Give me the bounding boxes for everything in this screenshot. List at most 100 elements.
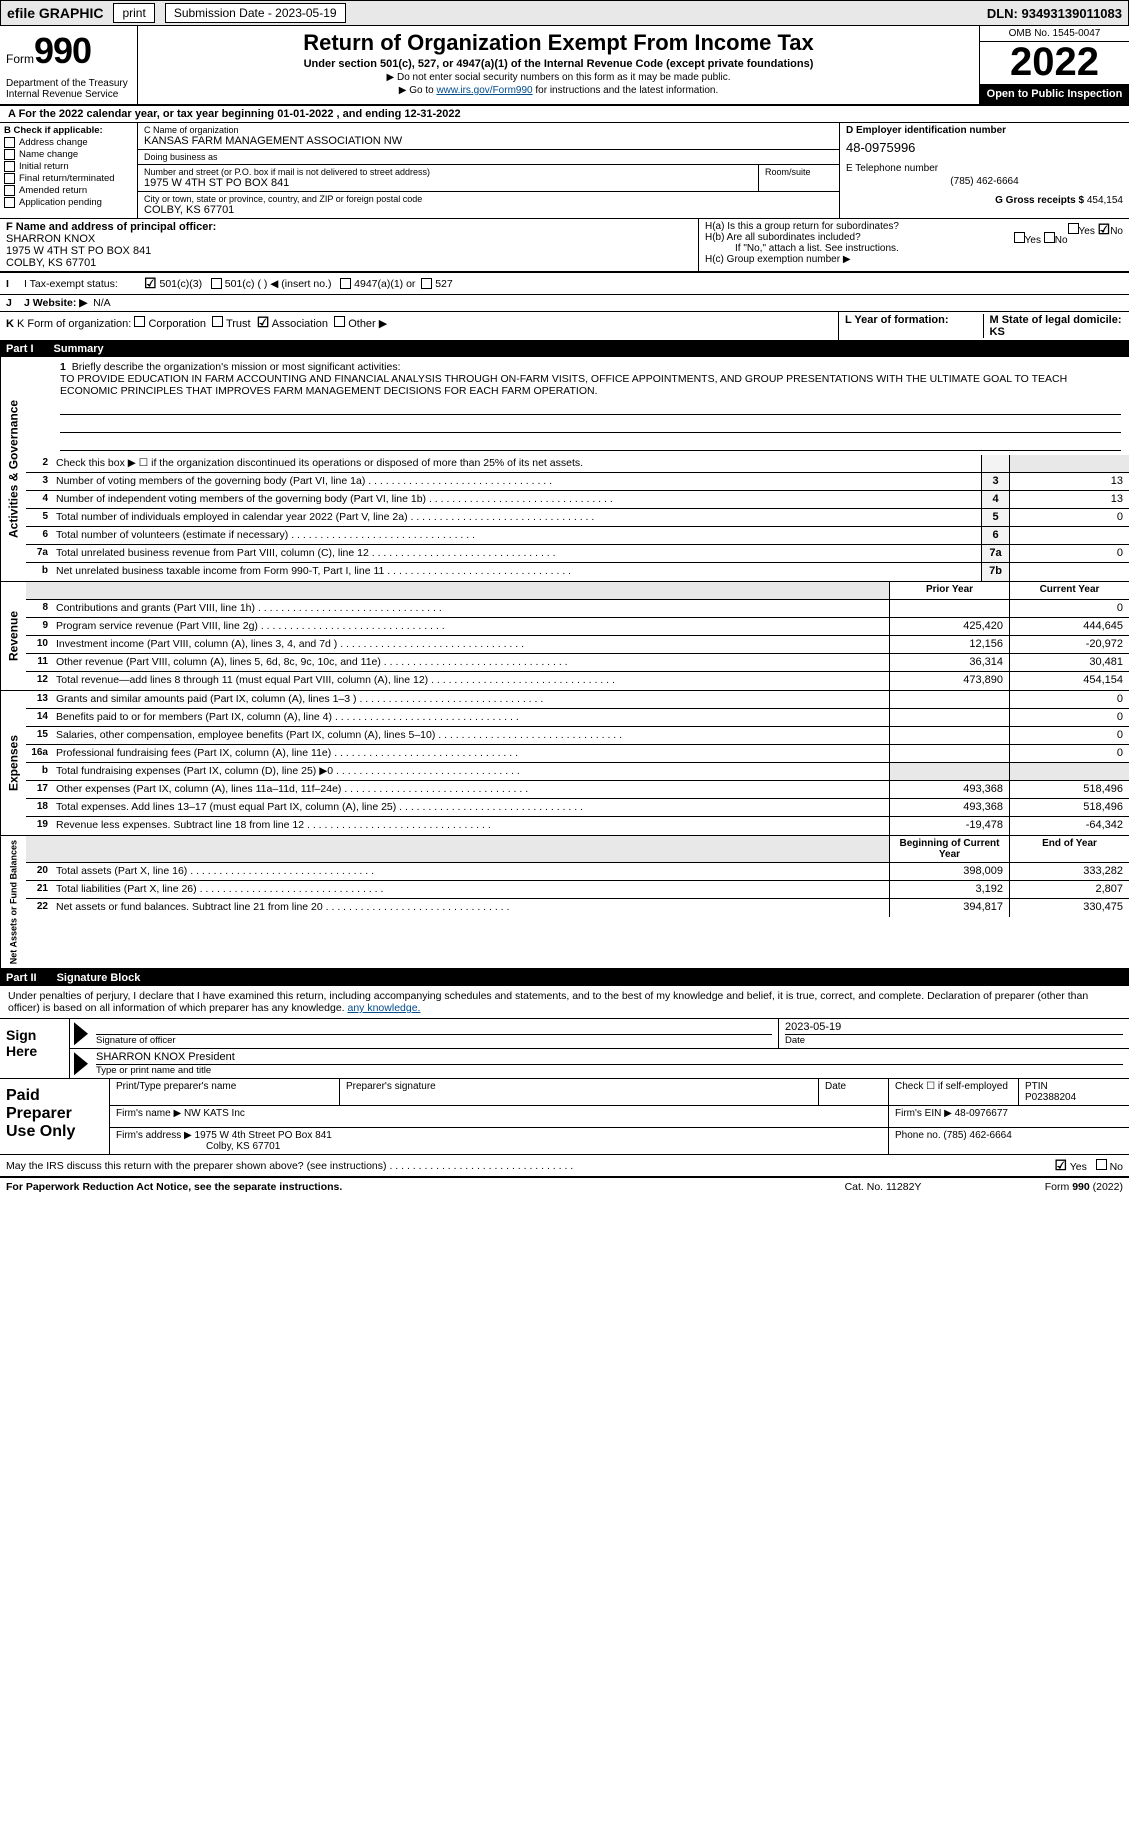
chk-address-change[interactable]: Address change bbox=[4, 137, 133, 148]
checkbox-icon bbox=[340, 278, 351, 289]
firm-addr-label: Firm's address ▶ bbox=[116, 1130, 192, 1141]
table-row: 16aProfessional fundraising fees (Part I… bbox=[26, 745, 1129, 763]
room-label: Room/suite bbox=[765, 167, 833, 177]
officer-name-title-label: Type or print name and title bbox=[96, 1065, 1123, 1076]
dln-label: DLN: 93493139011083 bbox=[987, 6, 1122, 21]
checkbox-icon bbox=[212, 316, 223, 327]
street-value: 1975 W 4TH ST PO BOX 841 bbox=[144, 177, 752, 189]
checkmark-icon: ☑ bbox=[1054, 1157, 1067, 1173]
period-line: A For the 2022 calendar year, or tax yea… bbox=[0, 106, 1129, 123]
sign-date-value: 2023-05-19 bbox=[785, 1021, 1123, 1035]
preparer-name-header: Print/Type preparer's name bbox=[110, 1079, 340, 1105]
form-year-block: OMB No. 1545-0047 2022 Open to Public In… bbox=[979, 26, 1129, 104]
table-row: 13Grants and similar amounts paid (Part … bbox=[26, 691, 1129, 709]
form-subtitle-2: ▶ Do not enter social security numbers o… bbox=[146, 72, 971, 83]
paperwork-notice: For Paperwork Reduction Act Notice, see … bbox=[6, 1181, 803, 1193]
dba-label: Doing business as bbox=[144, 152, 833, 162]
chk-amended-return[interactable]: Amended return bbox=[4, 185, 133, 196]
chk-final-return[interactable]: Final return/terminated bbox=[4, 173, 133, 184]
form-title-block: Return of Organization Exempt From Incom… bbox=[138, 26, 979, 104]
table-row: 22Net assets or fund balances. Subtract … bbox=[26, 899, 1129, 917]
identity-block: B Check if applicable: Address change Na… bbox=[0, 123, 1129, 219]
arrow-icon bbox=[74, 1022, 88, 1045]
form-word: Form bbox=[6, 52, 34, 66]
chk-application-pending[interactable]: Application pending bbox=[4, 197, 133, 208]
firm-ein-value: 48-0976677 bbox=[955, 1108, 1008, 1119]
paid-preparer-label: Paid Preparer Use Only bbox=[0, 1079, 110, 1154]
vtab-revenue: Revenue bbox=[0, 582, 26, 690]
officer-addr1: 1975 W 4TH ST PO BOX 841 bbox=[6, 245, 692, 257]
firm-phone-label: Phone no. bbox=[895, 1130, 941, 1141]
firm-name-label: Firm's name ▶ bbox=[116, 1108, 181, 1119]
firm-addr1: 1975 W 4th Street PO Box 841 bbox=[195, 1130, 332, 1141]
part2-no: Part II bbox=[6, 972, 37, 984]
sign-date-label: Date bbox=[785, 1035, 1123, 1046]
checkbox-icon bbox=[1044, 232, 1055, 243]
state-domicile: M State of legal domicile: KS bbox=[990, 314, 1122, 338]
vtab-expenses: Expenses bbox=[0, 691, 26, 835]
checkmark-icon: ☑ bbox=[257, 314, 270, 330]
chk-initial-return[interactable]: Initial return bbox=[4, 161, 133, 172]
table-row: 17Other expenses (Part IX, column (A), l… bbox=[26, 781, 1129, 799]
ein-label: D Employer identification number bbox=[846, 125, 1006, 136]
sign-here-label: Sign Here bbox=[0, 1019, 70, 1078]
col-d-ein-phone: D Employer identification number 48-0975… bbox=[839, 123, 1129, 218]
revenue-section: Revenue Prior Year Current Year 8Contrib… bbox=[0, 582, 1129, 691]
phone-label: E Telephone number bbox=[846, 163, 1123, 174]
checkbox-icon bbox=[1068, 223, 1079, 234]
officer-signature-field[interactable] bbox=[96, 1021, 772, 1035]
form-subtitle-1: Under section 501(c), 527, or 4947(a)(1)… bbox=[146, 58, 971, 70]
chk-name-change[interactable]: Name change bbox=[4, 149, 133, 160]
beginning-year-header: Beginning of Current Year bbox=[889, 836, 1009, 862]
table-row: 20Total assets (Part X, line 16)398,0093… bbox=[26, 863, 1129, 881]
revenue-col-headers: Prior Year Current Year bbox=[26, 582, 1129, 600]
checkbox-icon bbox=[134, 316, 145, 327]
checkbox-icon bbox=[4, 161, 15, 172]
table-row: 4Number of independent voting members of… bbox=[26, 491, 1129, 509]
open-public-badge: Open to Public Inspection bbox=[980, 84, 1129, 104]
form-footer: For Paperwork Reduction Act Notice, see … bbox=[0, 1177, 1129, 1196]
print-button[interactable]: print bbox=[113, 3, 154, 23]
end-year-header: End of Year bbox=[1009, 836, 1129, 862]
efile-label: efile GRAPHIC bbox=[7, 5, 103, 21]
checkbox-icon bbox=[1096, 1159, 1107, 1170]
prior-year-header: Prior Year bbox=[889, 582, 1009, 599]
form-org-row: K K Form of organization: Corporation Tr… bbox=[0, 312, 1129, 341]
table-row: 3Number of voting members of the governi… bbox=[26, 473, 1129, 491]
form-title: Return of Organization Exempt From Incom… bbox=[146, 30, 971, 56]
table-row: 21Total liabilities (Part X, line 26)3,1… bbox=[26, 881, 1129, 899]
self-employed-check[interactable]: Check ☐ if self-employed bbox=[889, 1079, 1019, 1105]
cat-no: Cat. No. 11282Y bbox=[803, 1181, 963, 1193]
hc-label: H(c) Group exemption number ▶ bbox=[705, 254, 1123, 265]
table-row: bNet unrelated business taxable income f… bbox=[26, 563, 1129, 581]
checkbox-icon bbox=[4, 149, 15, 160]
org-name-label: C Name of organization bbox=[144, 125, 833, 135]
preparer-date-header: Date bbox=[819, 1079, 889, 1105]
table-row: 7aTotal unrelated business revenue from … bbox=[26, 545, 1129, 563]
table-row: 15Salaries, other compensation, employee… bbox=[26, 727, 1129, 745]
ptin-label: PTIN bbox=[1025, 1081, 1123, 1092]
form-subtitle-3: ▶ Go to www.irs.gov/Form990 for instruct… bbox=[146, 85, 971, 96]
firm-ein-label: Firm's EIN ▶ bbox=[895, 1108, 952, 1119]
phone-value: (785) 462-6664 bbox=[846, 176, 1123, 187]
street-label: Number and street (or P.O. box if mail i… bbox=[144, 167, 752, 177]
col-b-header: B Check if applicable: bbox=[4, 125, 133, 136]
arrow-icon bbox=[74, 1052, 88, 1075]
checkbox-icon bbox=[4, 137, 15, 148]
firm-phone-value: (785) 462-6664 bbox=[943, 1130, 1011, 1141]
irs-link[interactable]: www.irs.gov/Form990 bbox=[436, 85, 532, 96]
checkbox-icon bbox=[4, 185, 15, 196]
preparer-sig-header: Preparer's signature bbox=[340, 1079, 819, 1105]
any-knowledge-link[interactable]: any knowledge. bbox=[348, 1002, 421, 1014]
checkbox-icon bbox=[211, 278, 222, 289]
table-row: 18Total expenses. Add lines 13–17 (must … bbox=[26, 799, 1129, 817]
table-row: 10Investment income (Part VIII, column (… bbox=[26, 636, 1129, 654]
checkbox-icon bbox=[1014, 232, 1025, 243]
firm-addr2: Colby, KS 67701 bbox=[116, 1141, 882, 1152]
form-number-block: Form990 Department of the Treasury Inter… bbox=[0, 26, 138, 104]
form-header: Form990 Department of the Treasury Inter… bbox=[0, 26, 1129, 106]
irs-discuss-row: May the IRS discuss this return with the… bbox=[0, 1154, 1129, 1177]
part2-header: Part II Signature Block bbox=[0, 970, 1129, 986]
table-row: 8Contributions and grants (Part VIII, li… bbox=[26, 600, 1129, 618]
form-ref: Form 990 (2022) bbox=[963, 1181, 1123, 1193]
